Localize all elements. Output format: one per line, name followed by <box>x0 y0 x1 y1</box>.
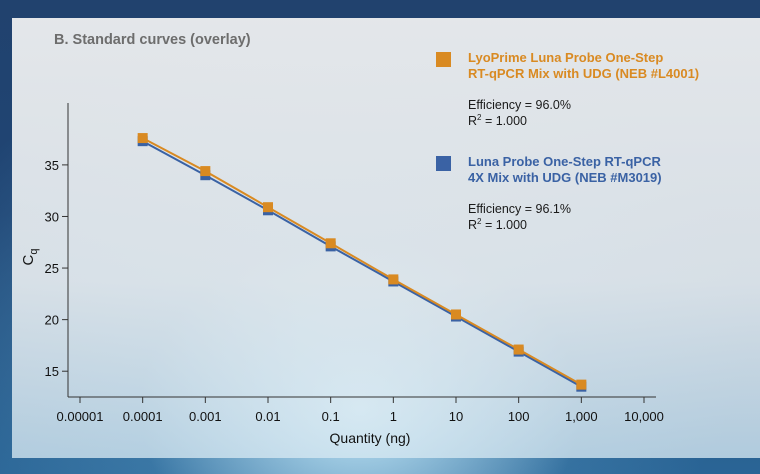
legend-swatch-lyoprime <box>436 52 451 67</box>
legend-name-luna: Luna Probe One-Step RT-qPCR 4X Mix with … <box>468 154 662 186</box>
r2-value: = 1.000 <box>481 114 528 128</box>
r2-label: R <box>468 114 478 128</box>
x-tick-label: 0.0001 <box>123 409 163 424</box>
x-tick-label: 0.01 <box>255 409 280 424</box>
data-point-series-0 <box>263 202 273 213</box>
x-tick-label: 0.00001 <box>57 409 104 424</box>
legend-r2-luna: R2 = 1.000 <box>468 216 528 233</box>
r2-value: = 1.000 <box>481 218 528 232</box>
data-point-series-0 <box>388 274 399 285</box>
legend-name-luna-line2: 4X Mix with UDG (NEB #M3019) <box>468 170 662 185</box>
data-point-series-0 <box>451 309 461 320</box>
chart-panel <box>12 18 760 458</box>
y-axis-label: Cq <box>20 249 40 266</box>
legend-swatch-luna <box>436 156 451 171</box>
data-point-series-0 <box>200 166 211 177</box>
x-tick-label: 100 <box>508 409 530 424</box>
x-tick-label: 10 <box>449 409 463 424</box>
y-tick-label: 35 <box>45 158 59 173</box>
data-point-series-0 <box>137 133 148 144</box>
legend-efficiency-luna: Efficiency = 96.1% <box>468 202 571 216</box>
legend-name-luna-line1: Luna Probe One-Step RT-qPCR <box>468 154 661 169</box>
x-tick-label: 1,000 <box>565 409 598 424</box>
x-tick-label: 10,000 <box>624 409 664 424</box>
x-tick-label: 0.1 <box>322 409 340 424</box>
legend-name-lyoprime-line1: LyoPrime Luna Probe One-Step <box>468 50 664 65</box>
r2-label: R <box>468 218 478 232</box>
chart-title: B. Standard curves (overlay) <box>54 32 251 48</box>
legend-efficiency-lyoprime: Efficiency = 96.0% <box>468 98 571 112</box>
r2-exponent: 2 <box>477 216 482 226</box>
legend-r2-lyoprime: R2 = 1.000 <box>468 112 528 129</box>
legend-name-lyoprime: LyoPrime Luna Probe One-Step RT-qPCR Mix… <box>468 50 699 82</box>
legend-name-lyoprime-line2: RT-qPCR Mix with UDG (NEB #L4001) <box>468 66 700 81</box>
x-axis-label: Quantity (ng) <box>330 430 411 446</box>
r2-exponent: 2 <box>477 112 482 122</box>
y-tick-label: 30 <box>45 209 59 224</box>
series-line-1 <box>142 140 582 388</box>
data-point-series-0 <box>576 379 587 390</box>
series-layer <box>137 133 587 392</box>
y-tick-label: 15 <box>45 364 59 379</box>
y-tick-label: 20 <box>45 313 59 328</box>
data-point-series-0 <box>513 344 524 355</box>
y-axis-label-main: C <box>20 254 37 265</box>
series-line-0 <box>142 137 582 386</box>
data-point-series-0 <box>325 238 336 249</box>
y-tick-label: 25 <box>45 261 59 276</box>
x-tick-label: 0.001 <box>189 409 222 424</box>
y-axis-label-subscript: q <box>28 249 40 255</box>
x-tick-label: 1 <box>390 409 397 424</box>
axes: 15 20 25 30 35 0.00001 0.0001 0.001 0.01 0.1 1 10 10… <box>45 103 664 424</box>
